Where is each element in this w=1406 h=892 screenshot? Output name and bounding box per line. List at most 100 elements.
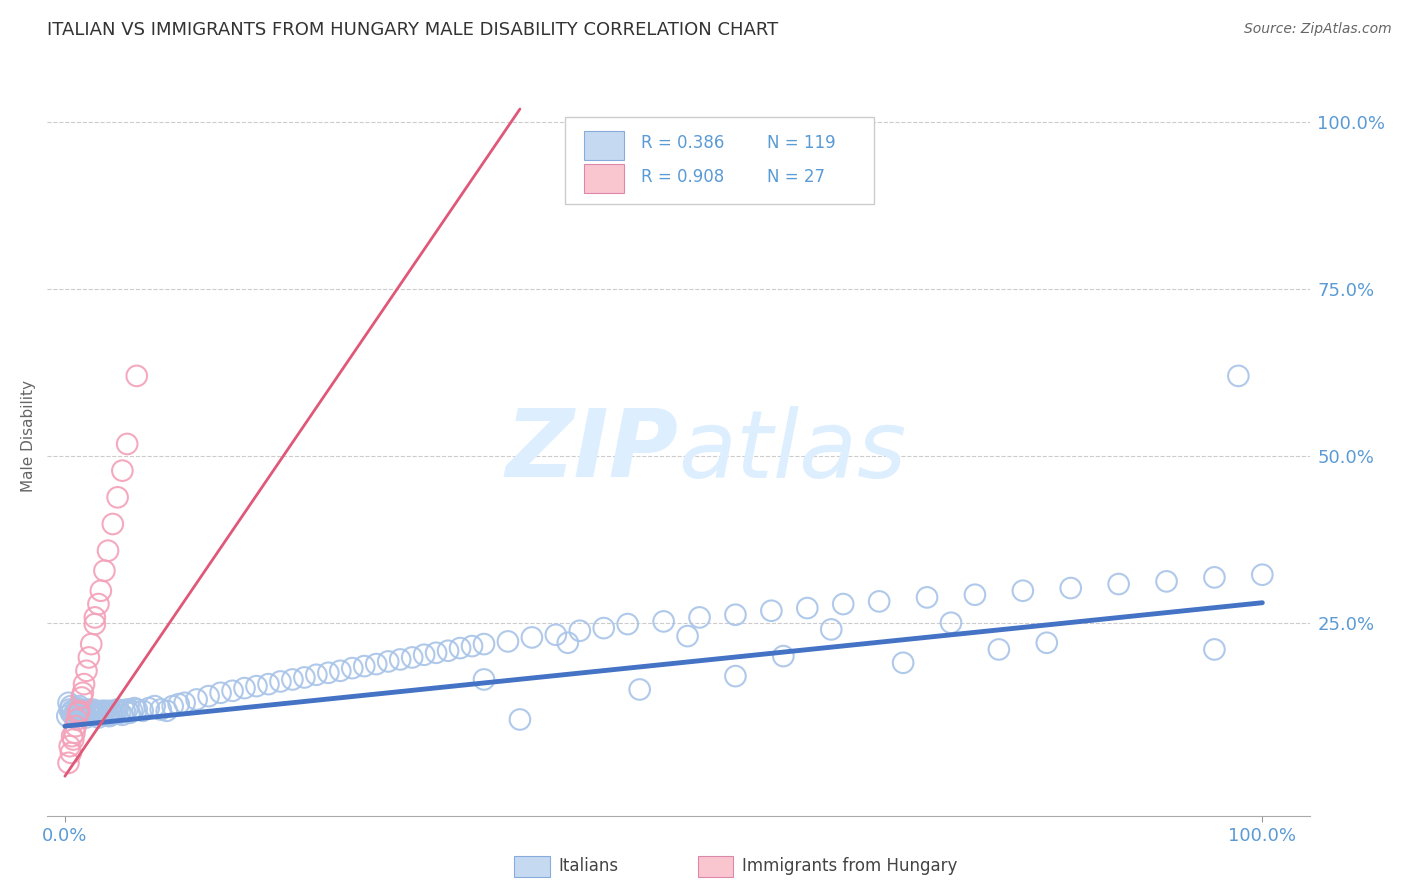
Point: [77, 650, 100, 665]
Point: [1251, 567, 1274, 582]
Point: [868, 594, 890, 608]
Point: [101, 516, 124, 531]
Point: [233, 681, 256, 695]
Text: R = 0.386: R = 0.386: [641, 134, 724, 153]
Point: [221, 683, 243, 698]
Point: [104, 704, 127, 718]
Point: [592, 621, 614, 635]
Point: [73, 677, 96, 691]
Point: [65, 719, 87, 733]
Point: [115, 702, 138, 716]
Point: [90, 706, 112, 720]
Point: [366, 657, 388, 672]
Point: [724, 669, 747, 683]
Point: [209, 686, 232, 700]
Point: [413, 648, 436, 662]
Point: [820, 623, 842, 637]
Text: Immigrants from Hungary: Immigrants from Hungary: [742, 856, 957, 875]
FancyBboxPatch shape: [565, 117, 875, 204]
Point: [86, 706, 108, 720]
Point: [138, 701, 160, 715]
Point: [724, 607, 747, 622]
Point: [118, 706, 141, 720]
Point: [449, 641, 471, 656]
Point: [107, 702, 129, 716]
Point: [186, 692, 208, 706]
Point: [97, 706, 120, 720]
Point: [124, 701, 146, 715]
Point: [1060, 581, 1083, 595]
Point: [67, 699, 90, 714]
Point: [761, 604, 783, 618]
FancyBboxPatch shape: [583, 163, 624, 193]
Point: [1156, 574, 1178, 589]
Point: [65, 706, 87, 720]
Point: [90, 583, 112, 598]
Point: [689, 610, 711, 624]
Point: [67, 701, 90, 715]
Point: [60, 704, 83, 718]
Point: [472, 637, 495, 651]
Point: [132, 704, 155, 718]
Point: [67, 706, 90, 720]
Point: [79, 704, 101, 718]
Point: [796, 601, 818, 615]
Point: [76, 702, 98, 716]
Point: [1204, 570, 1226, 584]
Point: [353, 659, 375, 673]
Point: [461, 639, 484, 653]
Point: [173, 696, 195, 710]
Point: [73, 707, 96, 722]
Point: [87, 597, 110, 611]
Point: [96, 707, 118, 722]
Point: [167, 697, 190, 711]
Point: [557, 636, 579, 650]
Point: [58, 696, 80, 710]
Point: [107, 491, 129, 505]
Point: [114, 704, 136, 718]
Point: [63, 710, 86, 724]
Point: [91, 707, 114, 722]
Point: [305, 667, 328, 681]
Point: [83, 610, 105, 624]
Point: [58, 756, 80, 770]
Point: [91, 704, 114, 718]
Point: [772, 649, 794, 664]
Point: [676, 629, 699, 643]
Point: [401, 650, 423, 665]
Point: [84, 704, 107, 718]
Point: [652, 615, 675, 629]
Point: [162, 699, 184, 714]
Text: ZIP: ZIP: [506, 405, 679, 497]
Point: [628, 682, 651, 697]
Point: [292, 670, 315, 684]
Point: [93, 706, 115, 720]
Point: [149, 702, 172, 716]
Point: [987, 642, 1010, 657]
Text: atlas: atlas: [679, 406, 907, 497]
Point: [544, 628, 567, 642]
Point: [115, 437, 138, 451]
Point: [939, 615, 962, 630]
Point: [70, 709, 93, 723]
Text: ITALIAN VS IMMIGRANTS FROM HUNGARY MALE DISABILITY CORRELATION CHART: ITALIAN VS IMMIGRANTS FROM HUNGARY MALE …: [46, 21, 778, 39]
Point: [1011, 583, 1033, 598]
Point: [832, 597, 855, 611]
Point: [1108, 577, 1130, 591]
Point: [101, 706, 124, 720]
Point: [125, 368, 148, 383]
Text: N = 119: N = 119: [768, 134, 835, 153]
Point: [56, 709, 79, 723]
Point: [329, 664, 352, 678]
FancyBboxPatch shape: [515, 855, 550, 877]
Point: [77, 706, 100, 720]
Point: [568, 624, 591, 638]
Point: [59, 739, 82, 754]
Point: [72, 704, 94, 718]
Point: [245, 679, 267, 693]
Point: [98, 709, 121, 723]
Point: [83, 706, 105, 720]
Point: [59, 706, 82, 720]
Point: [67, 704, 90, 718]
Point: [269, 674, 291, 689]
